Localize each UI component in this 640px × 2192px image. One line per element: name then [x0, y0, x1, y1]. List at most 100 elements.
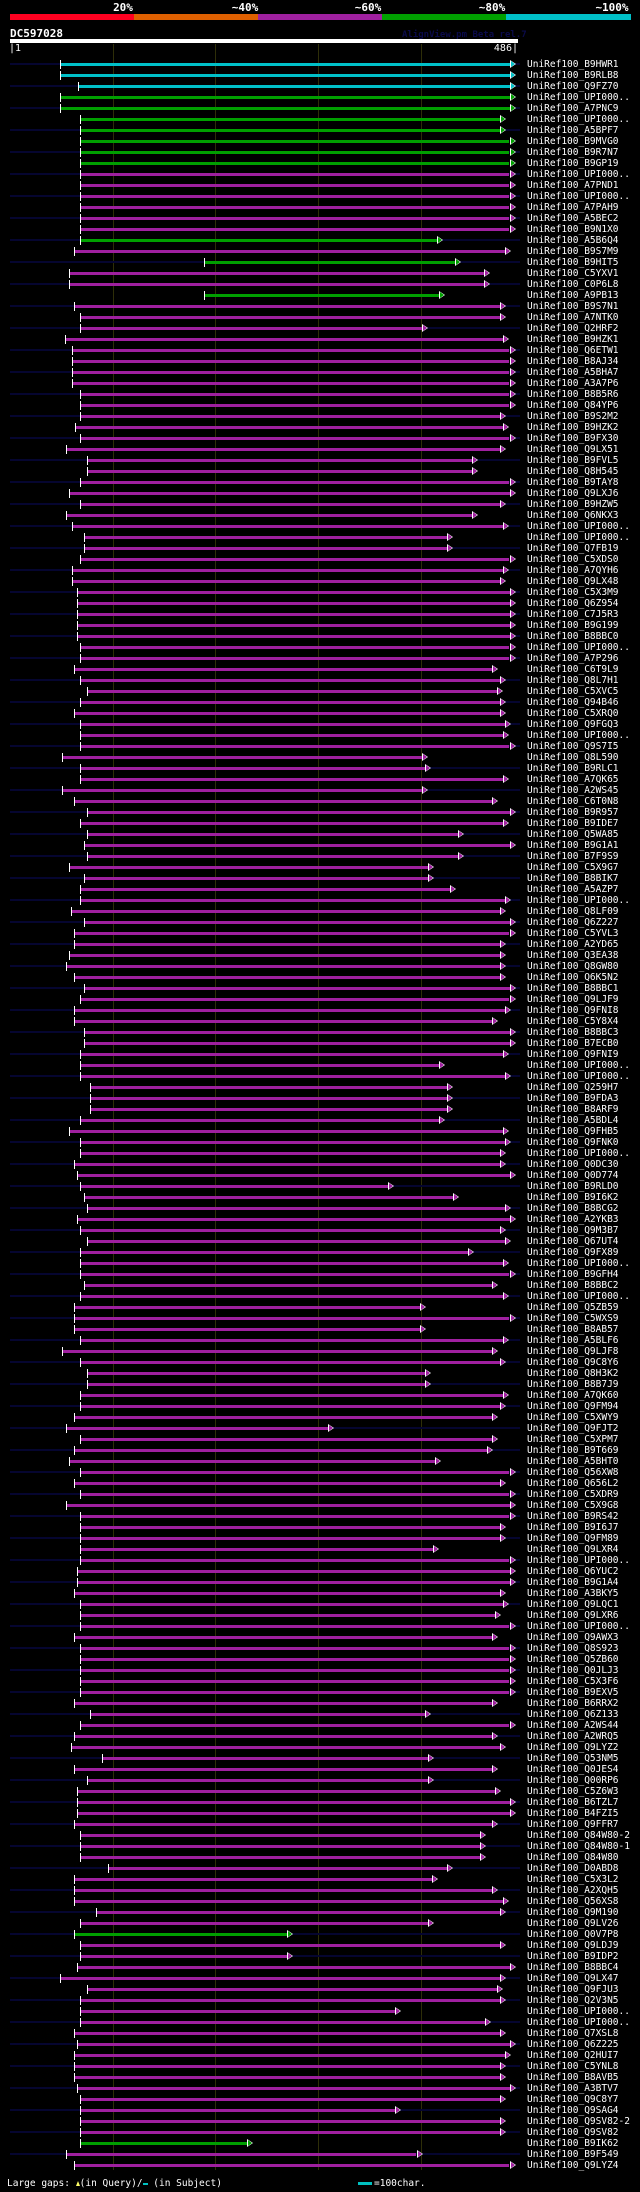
alignment-row[interactable]: UniRef100_B9RLD0 [0, 1181, 640, 1192]
alignment-row[interactable]: UniRef100_UPI000.. [0, 114, 640, 125]
alignment-row[interactable]: UniRef100_Q9S7I5 [0, 741, 640, 752]
hit-label[interactable]: UniRef100_Q8LF09 [527, 906, 619, 917]
alignment-bar[interactable] [80, 239, 438, 242]
hit-label[interactable]: UniRef100_Q84YP6 [527, 400, 619, 411]
alignment-row[interactable]: UniRef100_B9FX30 [0, 433, 640, 444]
hit-label[interactable]: UniRef100_Q9M3B7 [527, 1225, 619, 1236]
alignment-row[interactable]: UniRef100_A7P296 [0, 653, 640, 664]
alignment-bar[interactable] [80, 151, 510, 154]
alignment-bar[interactable] [80, 767, 425, 770]
hit-label[interactable]: UniRef100_B9IDE7 [527, 818, 619, 829]
alignment-row[interactable]: UniRef100_B9RLC1 [0, 763, 640, 774]
alignment-row[interactable]: UniRef100_C5X3F6 [0, 1676, 640, 1687]
alignment-row[interactable]: UniRef100_B9I6K2 [0, 1192, 640, 1203]
alignment-bar[interactable] [87, 833, 459, 836]
alignment-row[interactable]: UniRef100_Q6Z133 [0, 1709, 640, 1720]
alignment-row[interactable]: UniRef100_Q9LJF8 [0, 1346, 640, 1357]
alignment-row[interactable]: UniRef100_A2YKB3 [0, 1214, 640, 1225]
hit-label[interactable]: UniRef100_B9R957 [527, 807, 619, 818]
alignment-row[interactable]: UniRef100_Q3EA38 [0, 950, 640, 961]
hit-label[interactable]: UniRef100_UPI000.. [527, 114, 630, 125]
alignment-row[interactable]: UniRef100_Q5ZB59 [0, 1302, 640, 1313]
alignment-row[interactable]: UniRef100_B9HZW5 [0, 499, 640, 510]
alignment-bar[interactable] [95, 1911, 501, 1914]
alignment-row[interactable]: UniRef100_B9N1X0 [0, 224, 640, 235]
hit-label[interactable]: UniRef100_B9HIT5 [527, 257, 619, 268]
alignment-row[interactable]: UniRef100_B9R957 [0, 807, 640, 818]
alignment-bar[interactable] [60, 74, 510, 77]
hit-label[interactable]: UniRef100_B6RRX2 [527, 1698, 619, 1709]
hit-label[interactable]: UniRef100_B8BIK7 [527, 873, 619, 884]
alignment-bar[interactable] [84, 1042, 510, 1045]
alignment-row[interactable]: UniRef100_Q9FGQ3 [0, 719, 640, 730]
alignment-bar[interactable] [70, 910, 501, 913]
alignment-row[interactable]: UniRef100_A7QK60 [0, 1390, 640, 1401]
alignment-row[interactable]: UniRef100_Q9SAG4 [0, 2105, 640, 2116]
alignment-row[interactable]: UniRef100_UPI000.. [0, 1258, 640, 1269]
alignment-bar[interactable] [73, 712, 501, 715]
alignment-bar[interactable] [80, 1537, 501, 1540]
hit-label[interactable]: UniRef100_A7QK60 [527, 1390, 619, 1401]
alignment-row[interactable]: UniRef100_B8BIK7 [0, 873, 640, 884]
hit-label[interactable]: UniRef100_UPI000.. [527, 1060, 630, 1071]
alignment-bar[interactable] [80, 679, 501, 682]
hit-label[interactable]: UniRef100_C5X9G8 [527, 1500, 619, 1511]
alignment-bar[interactable] [87, 459, 472, 462]
hit-label[interactable]: UniRef100_Q8H545 [527, 466, 619, 477]
alignment-row[interactable]: UniRef100_Q2HUI7 [0, 2050, 640, 2061]
alignment-row[interactable]: UniRef100_B9IDE7 [0, 818, 640, 829]
alignment-row[interactable]: UniRef100_Q0D774 [0, 1170, 640, 1181]
alignment-bar[interactable] [80, 1438, 492, 1441]
alignment-bar[interactable] [73, 932, 510, 935]
alignment-row[interactable]: UniRef100_Q8H3K2 [0, 1368, 640, 1379]
alignment-row[interactable]: UniRef100_A3BKY5 [0, 1588, 640, 1599]
alignment-row[interactable]: UniRef100_B9F549 [0, 2149, 640, 2160]
hit-label[interactable]: UniRef100_Q0JLJ3 [527, 1665, 619, 1676]
hit-label[interactable]: UniRef100_B9TAY8 [527, 477, 619, 488]
hit-label[interactable]: UniRef100_A7PND1 [527, 180, 619, 191]
alignment-row[interactable]: UniRef100_Q8GW80 [0, 961, 640, 972]
alignment-row[interactable]: UniRef100_B8AB57 [0, 1324, 640, 1335]
alignment-row[interactable]: UniRef100_B9G1A1 [0, 840, 640, 851]
hit-label[interactable]: UniRef100_Q9FNK0 [527, 1137, 619, 1148]
alignment-row[interactable]: UniRef100_A7NTK0 [0, 312, 640, 323]
alignment-bar[interactable] [76, 602, 510, 605]
hit-label[interactable]: UniRef100_B9EXV5 [527, 1687, 619, 1698]
alignment-bar[interactable] [101, 1757, 428, 1760]
hit-label[interactable]: UniRef100_Q6Z954 [527, 598, 619, 609]
alignment-row[interactable]: UniRef100_Q7XSL8 [0, 2028, 640, 2039]
alignment-bar[interactable] [68, 272, 485, 275]
alignment-bar[interactable] [90, 1108, 447, 1111]
hit-label[interactable]: UniRef100_Q53NM5 [527, 1753, 619, 1764]
alignment-bar[interactable] [87, 1240, 506, 1243]
alignment-bar[interactable] [76, 613, 510, 616]
alignment-bar[interactable] [80, 481, 510, 484]
hit-label[interactable]: UniRef100_Q2V3N5 [527, 1995, 619, 2006]
alignment-row[interactable]: UniRef100_Q8S923 [0, 1643, 640, 1654]
alignment-row[interactable]: UniRef100_C5X3M9 [0, 587, 640, 598]
alignment-bar[interactable] [80, 1064, 440, 1067]
alignment-row[interactable]: UniRef100_B8BBC3 [0, 1027, 640, 1038]
alignment-row[interactable]: UniRef100_Q6ETW1 [0, 345, 640, 356]
alignment-bar[interactable] [87, 1383, 425, 1386]
alignment-bar[interactable] [80, 184, 510, 187]
alignment-row[interactable]: UniRef100_B8AJ34 [0, 356, 640, 367]
hit-label[interactable]: UniRef100_Q8L590 [527, 752, 619, 763]
hit-label[interactable]: UniRef100_A7PAH9 [527, 202, 619, 213]
alignment-bar[interactable] [73, 943, 501, 946]
hit-label[interactable]: UniRef100_A2XQH5 [527, 1885, 619, 1896]
alignment-row[interactable]: UniRef100_B9IK62 [0, 2138, 640, 2149]
hit-label[interactable]: UniRef100_A2WS45 [527, 785, 619, 796]
alignment-bar[interactable] [80, 734, 504, 737]
alignment-row[interactable]: UniRef100_Q9FJU3 [0, 1984, 640, 1995]
alignment-bar[interactable] [76, 1790, 495, 1793]
alignment-bar[interactable] [76, 1174, 510, 1177]
hit-label[interactable]: UniRef100_C5XRQ0 [527, 708, 619, 719]
hit-label[interactable]: UniRef100_B9N1X0 [527, 224, 619, 235]
alignment-row[interactable]: UniRef100_Q9LXJ6 [0, 488, 640, 499]
alignment-bar[interactable] [73, 1009, 506, 1012]
alignment-bar[interactable] [73, 800, 492, 803]
hit-label[interactable]: UniRef100_B9G199 [527, 620, 619, 631]
alignment-bar[interactable] [73, 668, 492, 671]
alignment-bar[interactable] [84, 987, 510, 990]
